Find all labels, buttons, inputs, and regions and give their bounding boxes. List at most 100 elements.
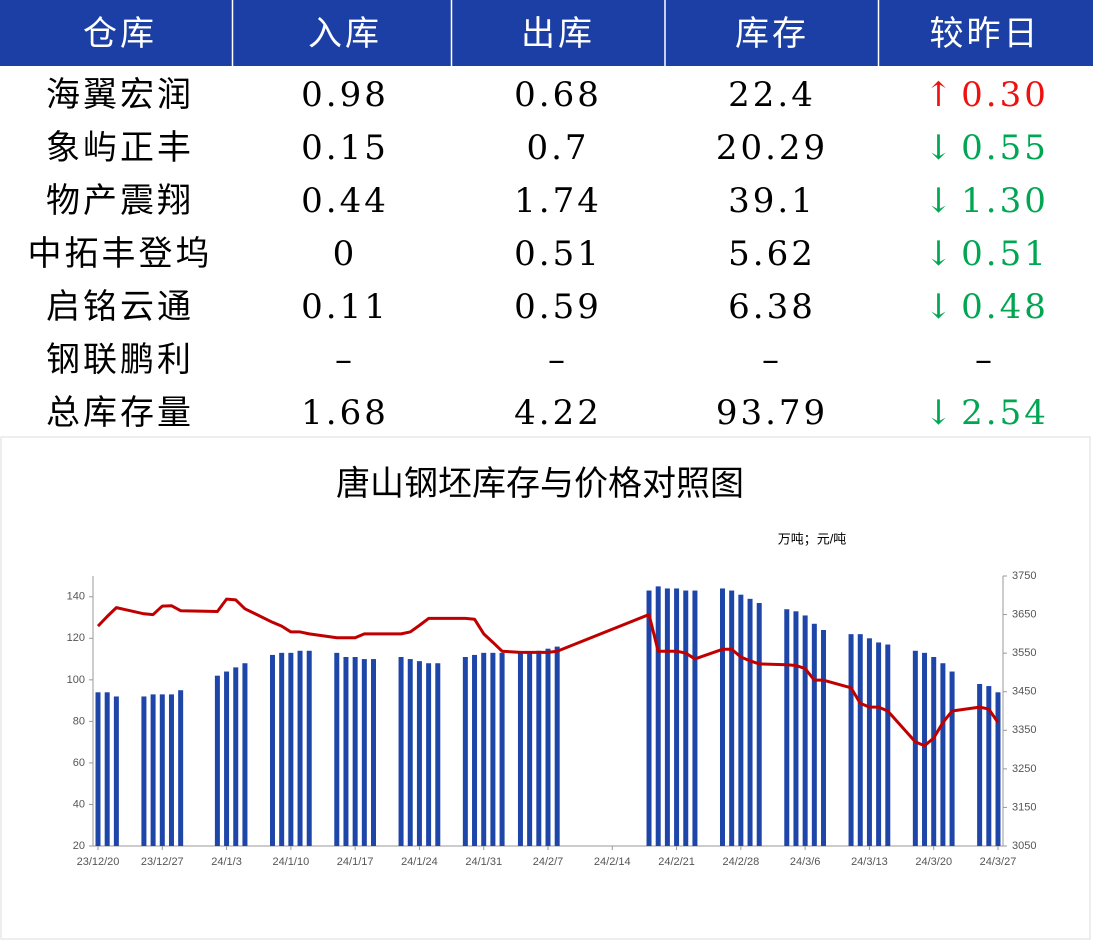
x-tick-label: 24/3/6: [790, 856, 821, 868]
bar: [288, 652, 294, 846]
bar: [224, 671, 230, 846]
bar: [738, 594, 744, 846]
x-tick-label: 23/12/20: [77, 856, 120, 868]
table-cell: –: [975, 340, 995, 380]
bar: [462, 657, 468, 846]
header-cell: 出库: [521, 14, 595, 54]
bar: [719, 588, 725, 846]
bar: [664, 588, 670, 846]
price-line: [96, 597, 1000, 748]
table-cell: 0.30: [961, 75, 1049, 115]
table-cell: 0.11: [301, 287, 389, 327]
bar: [435, 663, 441, 846]
bar: [857, 634, 863, 846]
table-cell: 0.55: [961, 128, 1049, 168]
table-cell: 钢联鹏利: [46, 340, 194, 380]
bar: [545, 648, 551, 846]
bar: [334, 652, 340, 846]
bar: [912, 650, 918, 846]
x-tick-label: 24/1/17: [337, 856, 374, 868]
bar: [674, 588, 680, 846]
bar: [646, 590, 652, 846]
table-cell: 5.62: [728, 234, 816, 274]
x-tick-label: 24/3/13: [851, 856, 888, 868]
bar: [692, 590, 698, 846]
bar: [416, 661, 422, 846]
table-cell: 0.98: [301, 75, 389, 115]
header-cell: 库存: [735, 14, 809, 54]
y2-tick-label: 3650: [1012, 608, 1036, 620]
table-cell: 0.68: [514, 75, 602, 115]
table-cell: –: [335, 340, 355, 380]
bar: [876, 642, 882, 846]
y2-tick-label: 3350: [1012, 724, 1036, 736]
x-tick-label: 23/12/27: [141, 856, 184, 868]
bar: [352, 657, 358, 846]
x-tick-label: 24/1/10: [273, 856, 310, 868]
bar: [811, 623, 817, 846]
bar: [306, 650, 312, 846]
bar: [793, 611, 799, 846]
bar: [747, 598, 753, 846]
y2-tick-label: 3550: [1012, 647, 1036, 659]
x-tick-label: 24/1/31: [465, 856, 502, 868]
change-arrow: ↑: [924, 75, 956, 115]
header-cell: 入库: [308, 14, 382, 54]
bar: [729, 590, 735, 846]
table-cell: 39.1: [728, 181, 816, 221]
y2-tick-label: 3050: [1012, 840, 1036, 852]
table-cell: 93.79: [716, 393, 828, 433]
bar: [784, 609, 790, 846]
bar: [995, 692, 1001, 846]
change-arrow: ↓: [924, 181, 956, 221]
bar: [141, 696, 147, 846]
bar: [150, 694, 156, 846]
table-cell: 物产震翔: [46, 181, 194, 221]
bar: [536, 650, 542, 846]
bar: [977, 684, 983, 846]
bar: [655, 586, 661, 846]
bar: [490, 652, 496, 846]
table-cell: 0.44: [301, 181, 389, 221]
bar: [481, 652, 487, 846]
x-tick-label: 24/2/28: [723, 856, 760, 868]
table-cell: 1.68: [301, 393, 389, 433]
table-header-bg: [0, 0, 1093, 66]
bar: [113, 696, 119, 846]
bar: [848, 634, 854, 846]
bar: [159, 694, 165, 846]
bar: [343, 657, 349, 846]
y-tick-label: 20: [73, 840, 85, 852]
bar: [472, 654, 478, 846]
table-cell: 6.38: [728, 287, 816, 327]
table-cell: 海翼宏润: [46, 75, 194, 115]
table-cell: 0.51: [961, 234, 1049, 274]
table-cell: 20.29: [716, 128, 828, 168]
table-cell: 1.74: [514, 181, 602, 221]
bar: [233, 667, 239, 846]
y-tick-label: 40: [73, 798, 85, 810]
table-cell: 象屿正丰: [46, 128, 194, 168]
chart-title: 唐山钢坯库存与价格对照图: [336, 464, 744, 504]
bar: [499, 652, 505, 846]
bar: [214, 675, 220, 846]
bar: [398, 657, 404, 846]
y2-tick-label: 3250: [1012, 763, 1036, 775]
y-tick-label: 100: [67, 674, 85, 686]
y-tick-label: 120: [67, 632, 85, 644]
change-arrow: ↓: [924, 234, 956, 274]
bar: [426, 663, 432, 846]
bar: [940, 663, 946, 846]
table-cell: –: [548, 340, 568, 380]
bar: [821, 630, 827, 846]
y2-tick-label: 3750: [1012, 570, 1036, 582]
change-arrow: ↓: [924, 128, 956, 168]
bar: [756, 603, 762, 846]
bar: [168, 694, 174, 846]
x-tick-label: 24/1/24: [401, 856, 438, 868]
bar: [922, 652, 928, 846]
bar: [371, 659, 377, 846]
y2-tick-label: 3150: [1012, 801, 1036, 813]
